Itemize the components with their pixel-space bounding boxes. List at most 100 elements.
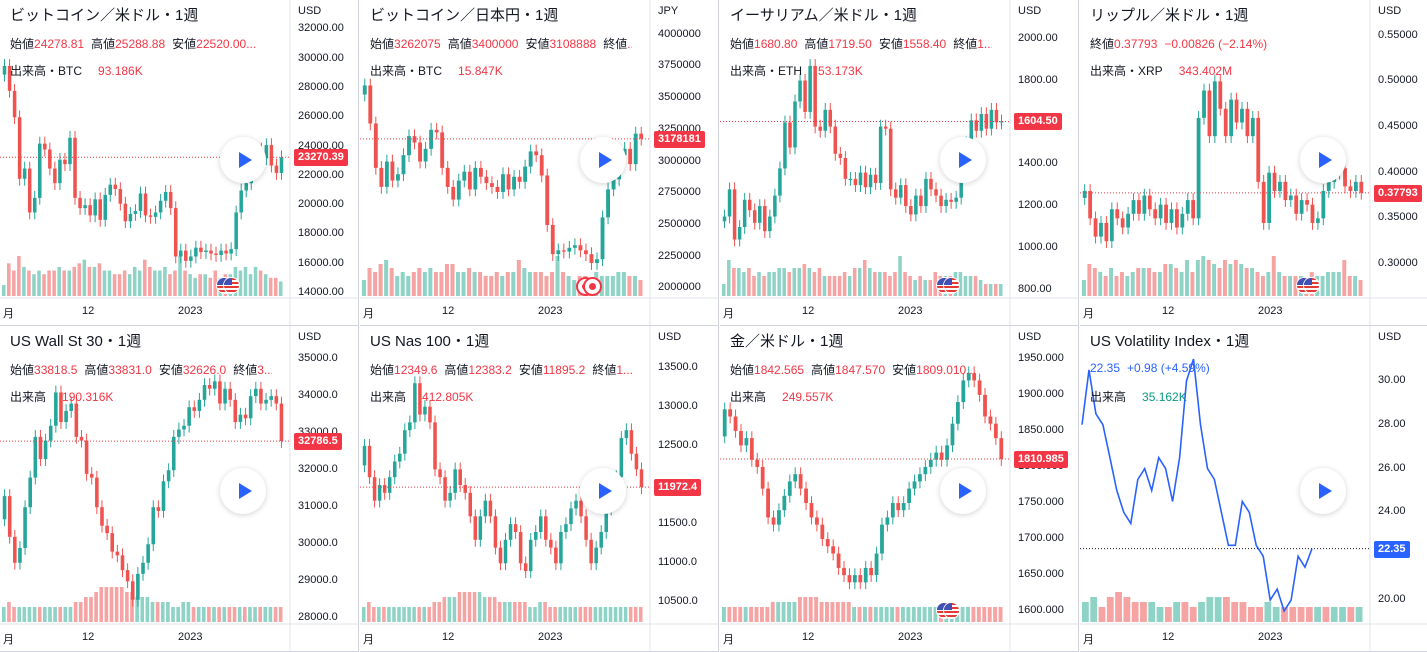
chart-panel[interactable]: US Nas 100・1週 始値12349.6 高値12383.2 安値11895.2…	[360, 326, 719, 652]
play-icon[interactable]	[580, 137, 626, 183]
candle	[234, 205, 238, 256]
volume-label: 出来高・BTC	[10, 64, 83, 78]
volume-bar	[253, 266, 258, 296]
chart-title[interactable]: 金／米ドル・1週	[730, 333, 844, 350]
candle	[1245, 101, 1250, 144]
y-tick-label: 1900.000	[1018, 387, 1064, 400]
chart-panel[interactable]: US Volatility Index・1週 22.35 +0.98 (+4.59%…	[1080, 326, 1427, 652]
volume-bar	[776, 602, 781, 622]
candle	[793, 467, 798, 489]
y-tick-label: 4000000	[658, 27, 701, 40]
volume-bar	[367, 268, 372, 296]
volume-bar	[928, 607, 932, 622]
chart-panel[interactable]: US Wall St 30・1週 始値33818.5 高値33831.0 安値3262…	[0, 326, 359, 652]
volume-bar	[863, 260, 867, 296]
volume-bar	[568, 607, 572, 622]
ohlc-value: 33831.0	[108, 363, 152, 377]
candle	[873, 167, 878, 190]
chart-panel[interactable]: ビットコイン／米ドル・1週 始値24278.81 高値25288.88 安値22520…	[0, 0, 359, 326]
volume-bar	[258, 270, 263, 296]
volume-bar	[1314, 607, 1322, 622]
chart-title[interactable]: イーサリアム／米ドル・1週	[730, 7, 917, 24]
play-icon[interactable]	[1300, 468, 1346, 514]
candle	[595, 252, 599, 270]
volume-bar	[933, 272, 938, 296]
candle	[498, 540, 503, 571]
ohlc-value: 1842.565	[754, 363, 805, 377]
candle	[1164, 197, 1168, 230]
candle	[118, 182, 123, 211]
volume-bar	[392, 607, 396, 622]
volume-bar	[879, 607, 884, 622]
y-tick-label: 13500.0	[658, 360, 698, 373]
volume-bar	[883, 272, 887, 296]
line-series	[1081, 358, 1313, 613]
volume-bar	[960, 607, 965, 622]
candle	[458, 462, 462, 492]
currency-label: USD	[1018, 331, 1042, 343]
candle	[362, 78, 367, 102]
candle	[110, 526, 115, 559]
chart-panel[interactable]: イーサリアム／米ドル・1週 始値1680.80 高値1719.50 安値1558.40…	[720, 0, 1079, 326]
volume-bar	[765, 607, 770, 622]
candle	[869, 561, 874, 582]
volume-bar	[842, 272, 847, 296]
candle	[853, 172, 858, 192]
volume-bar	[2, 285, 6, 296]
candle	[788, 115, 792, 155]
candle	[1218, 74, 1223, 116]
ohlc-legend: 終値0.37793 −0.00826 (−2.14%)	[1090, 35, 1352, 52]
chart-title[interactable]: US Wall St 30・1週	[10, 333, 142, 350]
ohlc-value: 1847.570	[835, 363, 886, 377]
candle	[994, 102, 999, 130]
last-price-tag: 1810.985	[1014, 451, 1068, 469]
chart-title[interactable]: US Nas 100・1週	[370, 333, 490, 350]
volume-bar	[513, 602, 517, 622]
chart-title[interactable]: US Volatility Index・1週	[1090, 333, 1250, 350]
volume-value: 249.557K	[782, 390, 834, 404]
candle	[945, 438, 949, 467]
candle	[878, 119, 883, 190]
candle	[972, 366, 977, 388]
play-icon[interactable]	[940, 468, 986, 514]
volume-bar	[1347, 607, 1355, 622]
last-price-tag: 11972.4	[654, 479, 702, 497]
volume-bar	[1282, 276, 1287, 296]
volume-bar	[67, 270, 71, 296]
candle	[523, 556, 528, 578]
play-icon[interactable]	[1300, 137, 1346, 183]
currency-flag-icon	[576, 276, 602, 296]
play-icon[interactable]	[580, 468, 626, 514]
candle	[934, 445, 939, 467]
volume-bar	[727, 260, 731, 296]
volume-bar	[742, 272, 746, 296]
candle	[396, 167, 400, 188]
candle	[382, 478, 387, 500]
candle	[418, 135, 422, 169]
chart-title[interactable]: ビットコイン／日本円・1週	[370, 7, 559, 24]
candle	[214, 246, 218, 262]
y-tick-label: 20.00	[1378, 593, 1406, 606]
volume-bar	[987, 607, 992, 622]
candle	[79, 430, 84, 448]
volume-bar	[993, 607, 998, 622]
chart-panel[interactable]: 金／米ドル・1週 始値1842.565 高値1847.570 安値1809.010..…	[720, 326, 1079, 652]
candle	[228, 381, 232, 407]
candle	[979, 107, 984, 138]
play-icon[interactable]	[220, 468, 266, 514]
volume-bar	[1231, 602, 1239, 622]
candle	[48, 418, 53, 448]
play-icon[interactable]	[220, 137, 266, 183]
volume-bar	[97, 263, 102, 296]
y-tick-label: 2000000	[658, 281, 701, 294]
candle	[93, 192, 97, 223]
y-tick-label: 0.45000	[1378, 120, 1418, 133]
play-icon[interactable]	[940, 137, 986, 183]
volume-label: 出来高	[730, 390, 767, 404]
volume-bar	[140, 597, 145, 622]
chart-title[interactable]: ビットコイン／米ドル・1週	[10, 7, 199, 24]
chart-panel[interactable]: リップル／米ドル・1週 終値0.37793 −0.00826 (−2.14%) 出来高…	[1080, 0, 1427, 326]
chart-title[interactable]: リップル／米ドル・1週	[1090, 7, 1249, 24]
chart-panel[interactable]: ビットコイン／日本円・1週 始値3262075 高値3400000 安値3108888…	[360, 0, 719, 326]
ohlc-label: 高値	[804, 37, 829, 51]
